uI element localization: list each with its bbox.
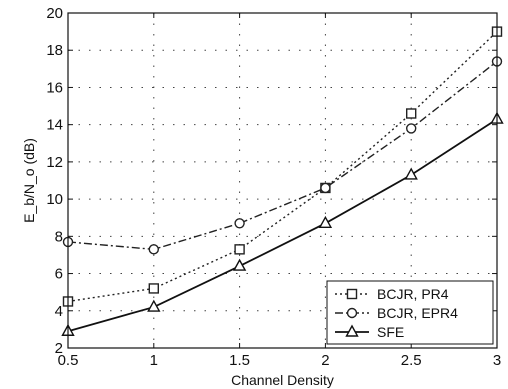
y-tick-label: 20	[46, 5, 63, 22]
data-point	[148, 244, 160, 255]
data-point	[148, 283, 160, 294]
series-line	[67, 60, 498, 251]
x-tick-label: 2	[321, 352, 329, 369]
y-tick-label: 6	[55, 266, 63, 283]
plot-frame	[67, 12, 498, 349]
data-point	[404, 167, 418, 180]
data-point	[406, 123, 417, 134]
legend-item: BCJR, PR4	[335, 286, 449, 302]
legend-marker	[346, 288, 358, 300]
x-tick-label: 1.5	[229, 352, 250, 369]
legend-item: BCJR, EPR4	[335, 305, 458, 321]
data-point	[320, 182, 331, 194]
x-tick-label: 3	[493, 352, 501, 369]
series-line	[67, 118, 498, 333]
legend-marker	[345, 324, 359, 337]
data-point	[234, 218, 245, 229]
y-tick-label: 14	[46, 117, 63, 134]
x-tick-label: 1	[150, 352, 158, 369]
y-tick-label: 12	[46, 154, 63, 171]
legend-item: SFE	[335, 324, 404, 340]
data-point	[147, 299, 161, 312]
data-point	[232, 258, 247, 271]
x-tick-label: 2.5	[401, 352, 422, 369]
legend-label: SFE	[377, 324, 404, 340]
y-tick-label: 18	[46, 42, 63, 59]
y-tick-label: 16	[46, 79, 63, 96]
y-tick-label: 10	[46, 191, 63, 208]
data-point	[234, 244, 245, 255]
legend-label: BCJR, EPR4	[377, 305, 458, 321]
y-tick-label: 4	[55, 303, 63, 320]
legend-marker	[346, 307, 358, 319]
tick-layer: 0.5 1 1.5 2 2.5 3 2 4 6 8 10 12 14 16 18 20	[46, 5, 501, 369]
y-tick-label: 8	[55, 228, 63, 245]
y-axis-label: E_b/N_o (dB)	[21, 138, 37, 223]
data-point	[318, 215, 333, 229]
data-point	[406, 108, 417, 119]
y-tick-label: 2	[55, 340, 63, 357]
x-axis-label: Channel Density	[231, 372, 334, 388]
legend: BCJR, PR4 BCJR, EPR4 SFE	[326, 280, 494, 345]
x-tick-label: 0.5	[58, 352, 79, 369]
legend-label: BCJR, PR4	[377, 286, 449, 302]
